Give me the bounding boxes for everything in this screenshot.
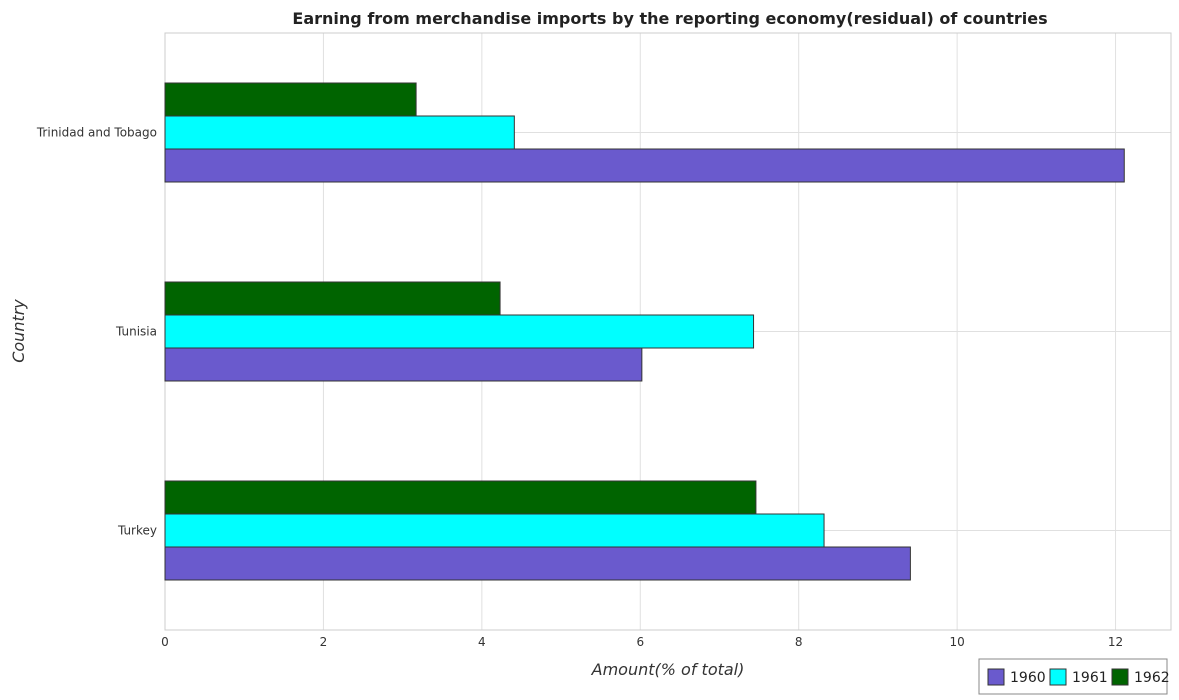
bar-1961-tunisia [164,314,755,349]
legend-swatch-1962 [1111,668,1129,686]
x-tick-label: 8 [795,635,803,649]
bar-1962-tunisia [164,281,501,316]
bar-1962-trinidad-and-tobago [164,82,417,117]
legend-swatch-1961 [1049,668,1067,686]
bars [164,82,1125,581]
x-tick-label: 6 [636,635,644,649]
bar-1961-turkey [164,513,825,548]
legend-box [978,658,1168,695]
x-tick-label: 10 [949,635,964,649]
legend-label-1960: 1960 [1010,670,1046,686]
legend-swatch-1960 [987,668,1005,686]
bar-1960-turkey [164,546,911,581]
bar-1960-trinidad-and-tobago [164,148,1125,183]
legend-label-1962: 1962 [1134,670,1170,686]
tick-labels: 0 2 4 6 8 10 12 Trinidad and Tobago Tunisia Turke… [36,126,1123,650]
legend: 1960 1961 1962 [978,658,1170,695]
chart-title: Earning from merchandise imports by the … [292,9,1047,28]
x-tick-label: 4 [478,635,486,649]
x-tick-label: 12 [1108,635,1123,649]
y-tick-label: Trinidad and Tobago [36,126,157,140]
y-tick-label: Turkey [117,524,157,538]
x-axis-title: Amount(% of total) [591,660,745,679]
x-tick-label: 0 [161,635,169,649]
y-axis-title: Country [9,299,28,363]
legend-label-1961: 1961 [1072,670,1108,686]
bar-1961-trinidad-and-tobago [164,115,515,150]
bar-1960-tunisia [164,347,643,382]
y-tick-label: Tunisia [115,325,157,339]
bar-1962-turkey [164,480,757,515]
x-tick-label: 2 [320,635,328,649]
